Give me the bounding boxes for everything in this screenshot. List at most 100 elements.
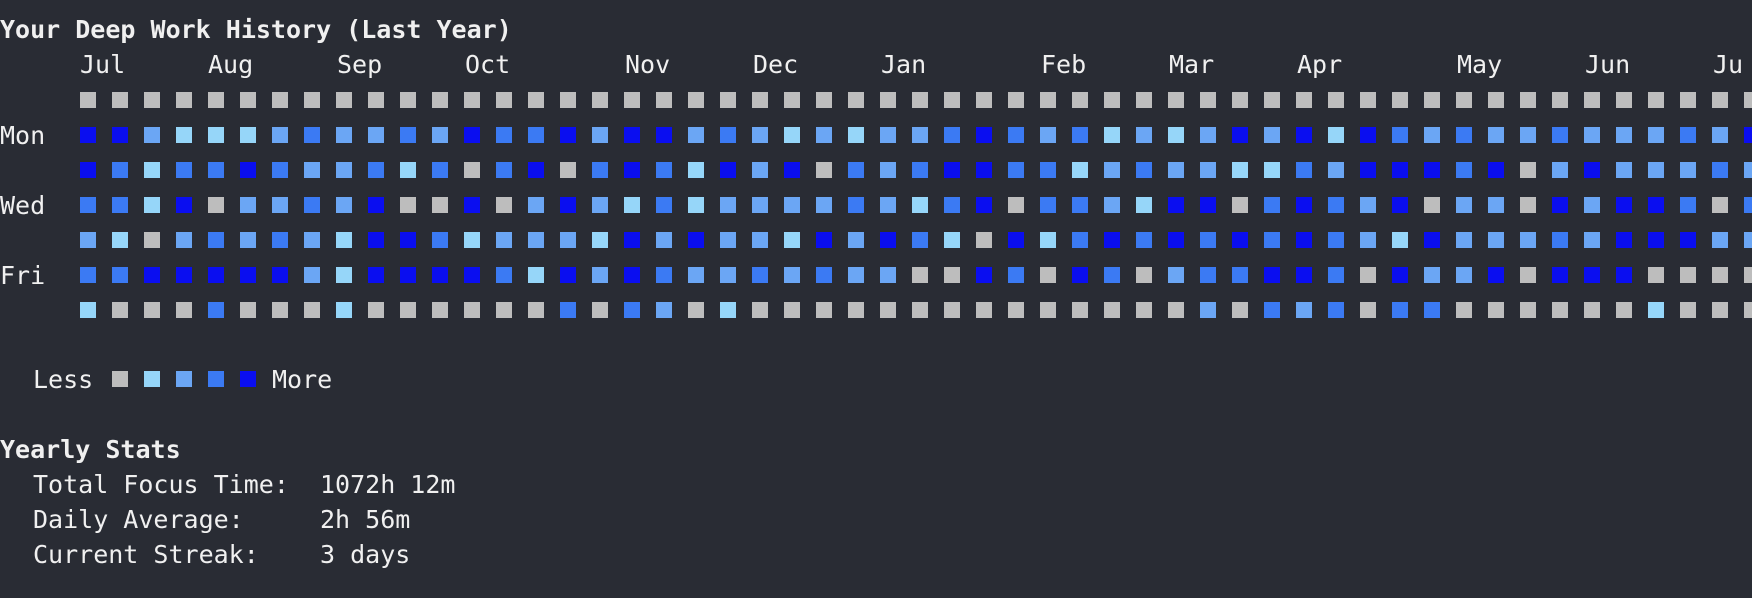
heatmap-cell bbox=[400, 127, 416, 143]
heatmap-cell bbox=[1584, 302, 1600, 318]
heatmap-cell bbox=[1200, 162, 1216, 178]
heatmap-cell bbox=[1136, 302, 1152, 318]
heatmap-cell bbox=[80, 162, 96, 178]
heatmap-cell bbox=[1520, 127, 1536, 143]
heatmap-cell bbox=[1424, 302, 1440, 318]
heatmap-cell bbox=[688, 232, 704, 248]
heatmap-cell bbox=[1648, 162, 1664, 178]
heatmap-cell bbox=[1136, 267, 1152, 283]
heatmap-cell bbox=[848, 197, 864, 213]
heatmap-cell bbox=[1392, 127, 1408, 143]
heatmap-cell bbox=[912, 197, 928, 213]
heatmap-cell bbox=[784, 267, 800, 283]
heatmap-cell bbox=[1008, 232, 1024, 248]
heatmap-cell bbox=[304, 302, 320, 318]
heatmap-cell bbox=[1616, 197, 1632, 213]
stat-label-total-focus: Total Focus Time: bbox=[33, 470, 289, 499]
heatmap-cell bbox=[656, 267, 672, 283]
heatmap-cell bbox=[528, 232, 544, 248]
heatmap-cell bbox=[368, 302, 384, 318]
heatmap-cell bbox=[976, 232, 992, 248]
heatmap-cell bbox=[176, 267, 192, 283]
heatmap-cell bbox=[528, 162, 544, 178]
heatmap-cell bbox=[112, 162, 128, 178]
heatmap-cell bbox=[1072, 267, 1088, 283]
heatmap-cell bbox=[1136, 197, 1152, 213]
heatmap-cell bbox=[240, 127, 256, 143]
heatmap-cell bbox=[272, 267, 288, 283]
heatmap-cell bbox=[1072, 302, 1088, 318]
heatmap-cell bbox=[432, 92, 448, 108]
heatmap-cell bbox=[1296, 267, 1312, 283]
heatmap-cell bbox=[176, 232, 192, 248]
heatmap-cell bbox=[176, 127, 192, 143]
heatmap-cell bbox=[944, 197, 960, 213]
heatmap-cell bbox=[176, 92, 192, 108]
heatmap-cell bbox=[1552, 92, 1568, 108]
heatmap-cell bbox=[1264, 232, 1280, 248]
heatmap-cell bbox=[144, 232, 160, 248]
day-label-mon: Mon bbox=[0, 121, 46, 150]
heatmap-cell bbox=[1584, 232, 1600, 248]
heatmap-cell bbox=[1232, 92, 1248, 108]
heatmap-cell bbox=[1680, 267, 1696, 283]
heatmap-cell bbox=[1456, 92, 1472, 108]
heatmap-cell bbox=[1616, 267, 1632, 283]
heatmap-cell bbox=[656, 197, 672, 213]
legend-more-label: More bbox=[272, 365, 333, 394]
heatmap-cell bbox=[528, 267, 544, 283]
heatmap-cell bbox=[1008, 92, 1024, 108]
heatmap-cell bbox=[1488, 232, 1504, 248]
heatmap-cell bbox=[208, 302, 224, 318]
heatmap-cell bbox=[1680, 302, 1696, 318]
heatmap-cell bbox=[432, 127, 448, 143]
heatmap-cell bbox=[1040, 232, 1056, 248]
heatmap-cell bbox=[368, 162, 384, 178]
heatmap-cell bbox=[1104, 162, 1120, 178]
heatmap-cell bbox=[112, 197, 128, 213]
heatmap-cell bbox=[1456, 267, 1472, 283]
heatmap-cell bbox=[1264, 267, 1280, 283]
day-label-wed: Wed bbox=[0, 191, 46, 220]
heatmap-cell bbox=[560, 267, 576, 283]
heatmap-cell bbox=[272, 197, 288, 213]
heatmap-cell bbox=[752, 267, 768, 283]
heatmap-cell bbox=[912, 127, 928, 143]
heatmap-cell bbox=[880, 92, 896, 108]
heatmap-cell bbox=[1744, 197, 1752, 213]
heatmap-cell bbox=[112, 232, 128, 248]
heatmap-cell bbox=[1392, 197, 1408, 213]
heatmap-cell bbox=[624, 197, 640, 213]
heatmap-cell bbox=[464, 162, 480, 178]
heatmap-cell bbox=[464, 127, 480, 143]
heatmap-cell bbox=[1168, 92, 1184, 108]
heatmap-cell bbox=[880, 197, 896, 213]
heatmap-cell bbox=[1296, 302, 1312, 318]
heatmap-cell bbox=[1744, 267, 1752, 283]
heatmap-cell bbox=[1040, 302, 1056, 318]
heatmap-cell bbox=[560, 197, 576, 213]
legend-cell-level-4 bbox=[240, 371, 256, 387]
heatmap-cell bbox=[1616, 127, 1632, 143]
heatmap-cell bbox=[848, 232, 864, 248]
stats-heading: Yearly Stats bbox=[0, 435, 181, 464]
heatmap-cell bbox=[1360, 197, 1376, 213]
legend-cell-level-3 bbox=[208, 371, 224, 387]
heatmap-cell bbox=[1552, 232, 1568, 248]
heatmap-cell bbox=[496, 92, 512, 108]
month-label: Jan bbox=[881, 50, 927, 79]
heatmap-cell bbox=[400, 162, 416, 178]
heatmap-cell bbox=[368, 127, 384, 143]
heatmap-cell bbox=[1424, 232, 1440, 248]
heatmap-cell bbox=[592, 127, 608, 143]
heatmap-cell bbox=[464, 267, 480, 283]
heatmap-cell bbox=[1360, 267, 1376, 283]
heatmap-cell bbox=[496, 197, 512, 213]
heatmap-cell bbox=[1072, 232, 1088, 248]
heatmap-cell bbox=[112, 302, 128, 318]
heatmap-cell bbox=[1200, 127, 1216, 143]
heatmap-cell bbox=[112, 127, 128, 143]
heatmap-cell bbox=[240, 92, 256, 108]
heatmap-cell bbox=[1360, 127, 1376, 143]
heatmap-cell bbox=[432, 232, 448, 248]
